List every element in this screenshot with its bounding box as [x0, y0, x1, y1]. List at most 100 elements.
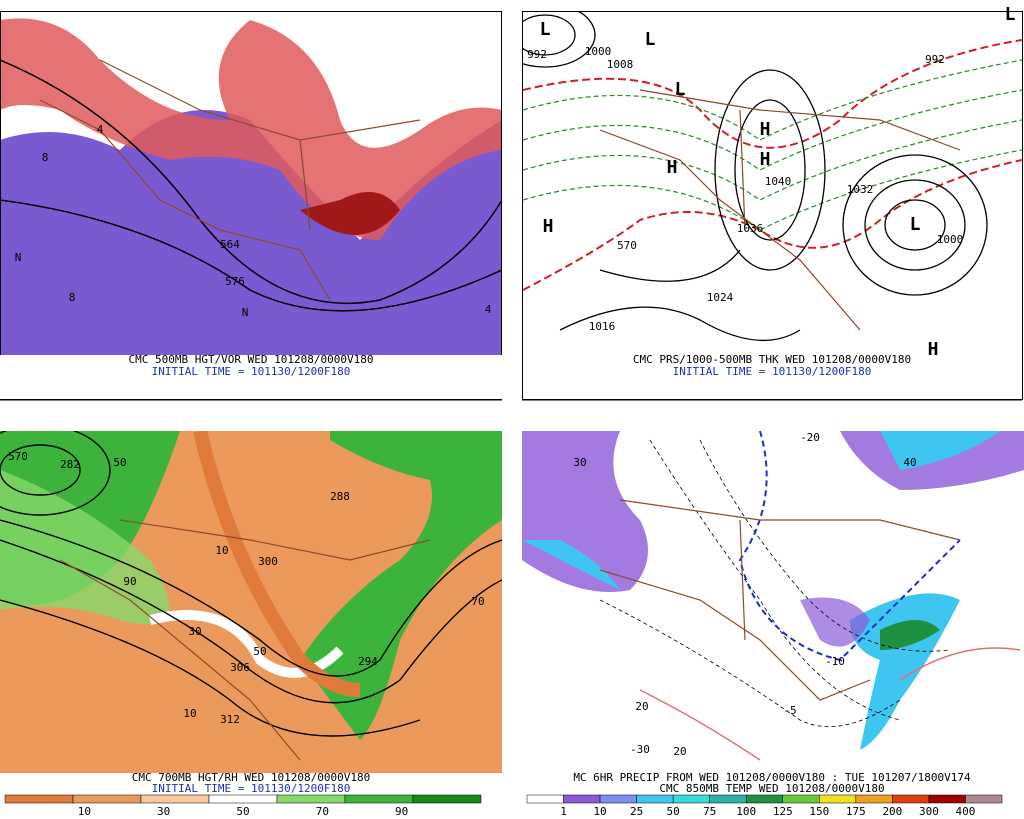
- colorbar-swatch: [745, 794, 784, 804]
- caption-area: [0, 355, 502, 399]
- contour-label: 1000: [937, 233, 964, 246]
- subcaption: INITIAL TIME = 101130/1200F180: [673, 365, 872, 378]
- contour-label: -20: [800, 431, 820, 444]
- contour-label: 306: [230, 661, 250, 674]
- contour-label: 1036: [737, 222, 764, 235]
- contour-label: 564: [220, 238, 240, 251]
- contour-label: N: [242, 306, 249, 319]
- contour-label: 90: [123, 575, 136, 588]
- colorbar-swatch: [965, 794, 1003, 804]
- colorbar-swatch: [208, 794, 278, 804]
- colorbar-label: 175: [846, 805, 866, 818]
- colorbar-label: 50: [236, 805, 249, 818]
- colorbar-label: 50: [667, 805, 680, 818]
- contour-label: 1040: [765, 175, 792, 188]
- colorbar-swatch: [563, 794, 601, 804]
- contour-label: H: [760, 149, 771, 170]
- contour-label: -10: [825, 655, 845, 668]
- colorbar-label: 125: [773, 805, 793, 818]
- colorbar-label: 70: [316, 805, 329, 818]
- contour-label: H: [667, 157, 678, 178]
- colorbar-label: 150: [809, 805, 829, 818]
- contour-label: 10: [215, 544, 228, 557]
- colorbar-swatch: [526, 794, 564, 804]
- colorbar-label: 400: [956, 805, 976, 818]
- panel-frame: [522, 11, 1023, 400]
- colorbar-label: 10: [78, 805, 91, 818]
- contour-label: 20: [673, 745, 686, 758]
- colorbar-label: 10: [593, 805, 606, 818]
- caption: CMC 700MB HGT/RH WED 101208/0000V180: [132, 771, 370, 784]
- contour-label: -30: [630, 743, 650, 756]
- contour-label: 30: [188, 625, 201, 638]
- contour-label: 1008: [607, 58, 634, 71]
- colorbar-label: 100: [736, 805, 756, 818]
- contour-label: 576: [225, 275, 245, 288]
- contour-label: -5: [783, 704, 796, 717]
- contour-label: 570: [8, 450, 28, 463]
- contour-label: 300: [258, 555, 278, 568]
- contour-label: 294: [358, 655, 378, 668]
- contour-label: L: [645, 29, 656, 50]
- colorbar-swatch: [412, 794, 482, 804]
- map-pressure: [523, 12, 1022, 341]
- colorbar-swatch: [782, 794, 820, 804]
- contour-label: 570: [617, 239, 637, 252]
- colorbar-label: 90: [395, 805, 408, 818]
- colorbar-label: 1: [560, 805, 567, 818]
- contour-label: 282: [60, 458, 80, 471]
- colorbar-swatch: [344, 794, 414, 804]
- colorbar-swatch: [636, 794, 674, 804]
- colorbar-swatch: [892, 794, 930, 804]
- contour-label: 10: [183, 707, 196, 720]
- colorbar-swatch: [672, 794, 710, 804]
- contour-label: 4: [485, 303, 492, 316]
- contour-label: 1024: [707, 291, 734, 304]
- subcaption: INITIAL TIME = 101130/1200F180: [152, 782, 351, 795]
- caption: CMC PRS/1000-500MB THK WED 101208/0000V1…: [633, 353, 911, 366]
- subcaption: INITIAL TIME = 101130/1200F180: [152, 365, 351, 378]
- map-precip: [522, 431, 1024, 773]
- colorbar-swatch: [928, 794, 966, 804]
- contour-label: 1000: [585, 45, 612, 58]
- colorbar-label: 200: [882, 805, 902, 818]
- contour-label: 1032: [847, 183, 874, 196]
- contour-label: H: [760, 119, 771, 140]
- caption-area: [523, 355, 1022, 399]
- colorbar-swatch: [72, 794, 142, 804]
- colorbar-swatch: [4, 794, 74, 804]
- contour-label: 992: [527, 48, 547, 61]
- contour-label: L: [540, 19, 551, 40]
- contour-label: H: [543, 216, 554, 237]
- colorbar-swatch: [709, 794, 747, 804]
- contour-label: N: [15, 251, 22, 264]
- contour-label: 4: [97, 123, 104, 136]
- contour-label: 20: [635, 700, 648, 713]
- colorbar-label: 75: [703, 805, 716, 818]
- subcaption: CMC 850MB TEMP WED 101208/0000V180: [659, 782, 884, 795]
- contour-label: L: [675, 79, 686, 100]
- contour-label: 70: [471, 595, 484, 608]
- colorbar-swatch: [819, 794, 857, 804]
- contour-label: 40: [903, 456, 916, 469]
- contour-label: 288: [330, 490, 350, 503]
- caption: MC 6HR PRECIP FROM WED 101208/0000V180 :…: [573, 771, 971, 784]
- caption: CMC 500MB HGT/VOR WED 101208/0000V180: [128, 353, 373, 366]
- contour-label: 1016: [589, 320, 616, 333]
- colorbar-label: 300: [919, 805, 939, 818]
- contour-label: 8: [42, 151, 49, 164]
- colorbar-swatch: [140, 794, 210, 804]
- contour-label: H: [928, 339, 939, 360]
- contour-label: 50: [253, 645, 266, 658]
- contour-label: L: [910, 214, 921, 235]
- contour-label: 8: [69, 291, 76, 304]
- contour-label: 50: [113, 456, 126, 469]
- colorbar-swatch: [855, 794, 893, 804]
- contour-label: 992: [925, 53, 945, 66]
- map-700mb: [0, 431, 502, 773]
- colorbar-label: 30: [157, 805, 170, 818]
- map-500mb: [1, 12, 501, 355]
- colorbar-label: 25: [630, 805, 643, 818]
- contour-label: L: [1005, 4, 1016, 25]
